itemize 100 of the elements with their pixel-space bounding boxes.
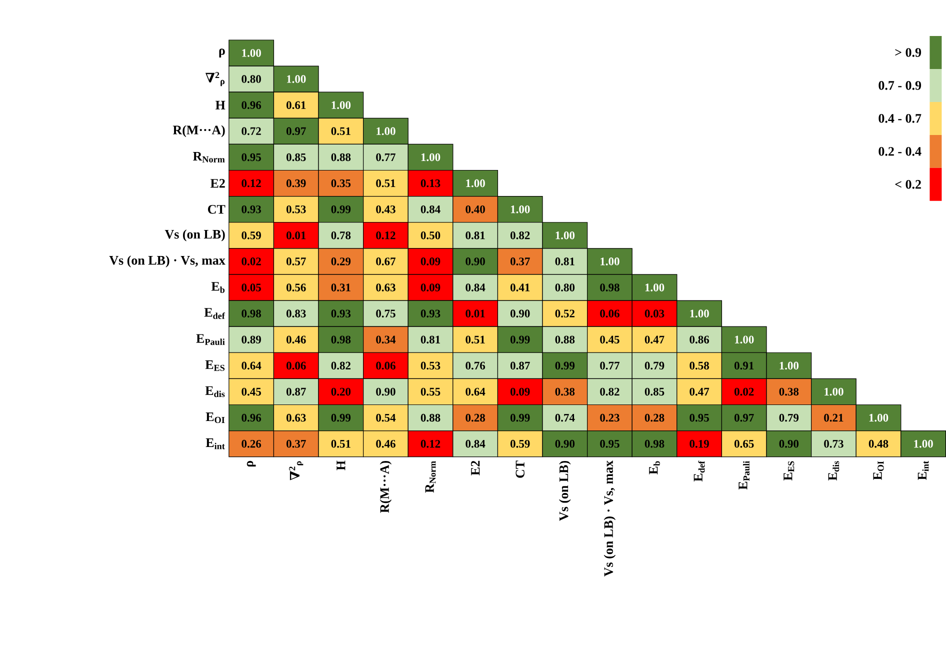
x-tick-label: E$_{Pauli}$	[738, 461, 750, 490]
data-label: 0.93	[420, 310, 440, 318]
data-label: 0.38	[779, 388, 799, 396]
data-label: 0.98	[644, 440, 664, 448]
data-label: 0.64	[466, 388, 486, 396]
data-label: 0.64	[242, 362, 262, 370]
data-label: 0.85	[644, 388, 664, 396]
data-label: 1.00	[510, 206, 530, 214]
data-label: 1.00	[242, 49, 261, 58]
data-label: 0.06	[286, 362, 306, 370]
data-label: 0.51	[331, 440, 350, 448]
annotation: > 0.9	[895, 48, 922, 57]
data-label: 0.53	[286, 206, 306, 214]
data-label: 0.65	[734, 440, 754, 448]
data-label: 1.00	[645, 284, 664, 292]
data-label: 0.87	[286, 388, 306, 396]
data-label: 1.00	[286, 75, 306, 84]
y-tick-label: ρ	[219, 48, 225, 58]
data-label: 0.28	[466, 414, 486, 422]
data-label: 0.47	[644, 336, 664, 344]
y-tick-label: R(M···A)	[172, 125, 225, 138]
data-label: 0.89	[242, 336, 261, 344]
data-label: 0.84	[420, 206, 440, 214]
data-label: 0.12	[376, 232, 396, 240]
data-label: 0.06	[376, 362, 396, 370]
y-tick-label: E$_{int}$	[206, 438, 225, 450]
annotation: 0.7 - 0.9	[878, 81, 922, 90]
data-label: 0.88	[420, 414, 440, 422]
data-label: 0.95	[690, 414, 709, 422]
data-label: 0.35	[331, 180, 351, 188]
data-label: 0.81	[466, 232, 485, 240]
data-label: 1.00	[332, 101, 351, 110]
data-label: 0.51	[331, 127, 350, 136]
data-label: 0.03	[644, 310, 664, 318]
data-label: 0.91	[734, 362, 754, 370]
data-label: 1.00	[734, 336, 754, 344]
data-label: 0.54	[376, 414, 396, 422]
x-tick-label: Vs (on LB)	[559, 461, 571, 521]
y-tick-label: E2	[210, 179, 225, 188]
data-label: 0.13	[420, 180, 440, 188]
data-label: 0.51	[376, 180, 396, 188]
data-label: 0.46	[376, 440, 396, 448]
data-label: 0.84	[466, 284, 486, 292]
x-tick-label: E$_{def}$	[694, 460, 705, 482]
data-label: 0.40	[466, 206, 485, 214]
data-label: 0.73	[824, 440, 844, 448]
data-label: 0.80	[555, 284, 575, 292]
data-label: 0.80	[242, 75, 261, 84]
data-label: 0.93	[242, 206, 261, 214]
data-label: 0.12	[420, 440, 440, 448]
data-label: 0.12	[242, 180, 261, 188]
y-tick-label: R$_{Norm}$	[193, 152, 225, 163]
data-label: 0.90	[510, 310, 530, 318]
data-label: 0.84	[466, 440, 486, 448]
x-tick-label: E$_{b}$	[649, 461, 660, 474]
data-label: 0.57	[286, 258, 306, 266]
data-label: 0.45	[600, 336, 620, 344]
x-tick-label: ρ	[246, 461, 256, 467]
data-label: 0.86	[690, 336, 710, 344]
data-label: 0.01	[286, 232, 306, 240]
data-label: 0.09	[510, 388, 530, 396]
data-label: 0.90	[555, 440, 575, 448]
data-label: 0.77	[600, 362, 620, 370]
annotation: < 0.2	[895, 180, 921, 189]
data-label: 1.00	[824, 388, 844, 396]
x-tick-label: E2	[471, 461, 480, 476]
data-label: 0.96	[242, 414, 262, 422]
data-label: 0.58	[690, 362, 709, 370]
x-tick-label: R$_{Norm}$	[425, 461, 436, 493]
data-label: 0.61	[286, 101, 306, 110]
x-tick-label: R(M···A)	[380, 461, 392, 513]
data-label: 0.90	[376, 388, 396, 396]
data-label: 0.78	[331, 232, 351, 240]
data-label: 0.02	[242, 258, 261, 266]
data-label: 0.82	[331, 362, 350, 370]
data-label: 0.20	[331, 388, 351, 396]
y-tick-label: Vs (on LB) · Vs, max	[109, 256, 226, 268]
data-label: 0.48	[868, 440, 888, 448]
y-tick-label: CT	[208, 205, 226, 214]
data-label: 0.46	[286, 336, 306, 344]
data-label: 0.45	[242, 388, 261, 396]
data-label: 1.00	[690, 310, 709, 318]
data-label: 0.82	[510, 232, 530, 240]
data-label: 0.21	[824, 414, 844, 422]
data-label: 0.51	[466, 336, 485, 344]
data-label: 0.99	[331, 206, 351, 214]
data-label: 0.34	[376, 336, 396, 344]
data-label: 0.50	[420, 232, 440, 240]
data-label: 0.23	[600, 414, 620, 422]
data-label: 0.37	[510, 258, 530, 266]
y-tick-label: E$_{ES}$	[205, 360, 225, 372]
data-label: 1.00	[466, 180, 485, 188]
data-label: 0.74	[555, 414, 575, 422]
data-label: 1.00	[600, 258, 620, 266]
data-label: 0.90	[779, 440, 799, 448]
x-tick-label: E$_{dis}$	[828, 461, 840, 481]
data-label: 0.59	[510, 440, 530, 448]
x-tick-label: E$_{ES}$	[784, 461, 794, 481]
y-tick-label: H	[216, 100, 226, 110]
data-label: 0.56	[286, 284, 306, 292]
